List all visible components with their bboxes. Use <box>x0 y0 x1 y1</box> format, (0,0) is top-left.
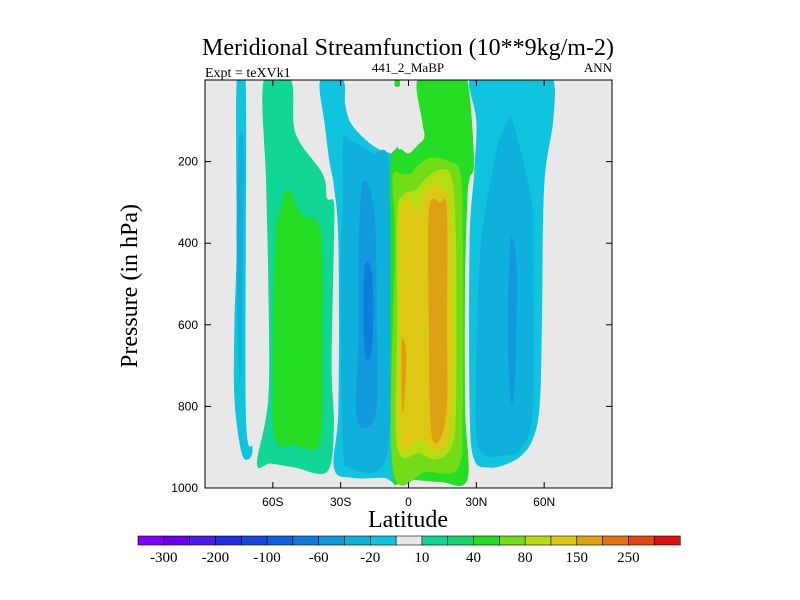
colorbar-box-12 <box>447 535 475 546</box>
colorbar-box-11 <box>421 535 449 546</box>
y-tick-label-1000: 1000 <box>171 481 198 495</box>
colorbar-label-10: 10 <box>414 550 429 566</box>
colorbar-box-0 <box>137 535 165 546</box>
x-tick-label-60N: 60N <box>533 495 555 509</box>
y-tick-label-600: 600 <box>178 318 198 332</box>
colorbar-box-4 <box>240 535 268 546</box>
colorbar-box-9 <box>369 535 397 546</box>
colorbar-box-10 <box>395 535 423 546</box>
colorbar-labels: -300 -200 -100 -60 -20 10 40 80 150 250 <box>150 550 640 566</box>
colorbar-box-2 <box>189 535 217 546</box>
y-tick-label-200: 200 <box>178 155 198 169</box>
contour-north-ferrel-core <box>475 114 534 457</box>
colorbar-box-16 <box>550 535 578 546</box>
colorbar-label-250: 250 <box>617 550 640 566</box>
colorbar-label--20: -20 <box>360 550 380 566</box>
colorbar-label-80: 80 <box>518 550 533 566</box>
experiment-label: Expt = teXVk1 <box>205 66 291 81</box>
plot-area: 60S 30S 0 30N 60N 200 400 600 800 1000 <box>171 79 613 509</box>
colorbar-box-19 <box>628 535 655 546</box>
y-axis-label: Pressure (in hPa) <box>117 204 143 368</box>
contour-north-ferrel-peak <box>508 237 517 404</box>
colorbar-label--60: -60 <box>309 550 329 566</box>
colorbar-box-15 <box>524 535 552 546</box>
colorbar-box-1 <box>163 535 191 546</box>
colorbar-label--100: -100 <box>253 550 281 566</box>
x-axis-label: Latitude <box>368 507 448 533</box>
colorbar-label-150: 150 <box>566 550 589 566</box>
contour-hadley-north-100b <box>401 338 407 412</box>
colorbar-box-20 <box>653 535 681 546</box>
x-tick-label-60S: 60S <box>262 495 283 509</box>
x-tick-label-0: 0 <box>405 495 412 509</box>
colorbar-box-14 <box>499 535 526 546</box>
colorbar-box-5 <box>266 535 294 546</box>
colorbar-box-18 <box>602 535 629 546</box>
chart-title: Meridional Streamfunction (10**9kg/m-2) <box>202 35 614 61</box>
colorbar-box-8 <box>344 535 371 546</box>
y-tick-label-400: 400 <box>178 236 198 250</box>
y-axis-ticks: 200 400 600 800 1000 <box>171 155 612 495</box>
colorbar-box-17 <box>576 535 604 546</box>
colorbar-box-7 <box>318 535 346 546</box>
contour-equator-top-sliver <box>394 80 401 87</box>
contour-south-ferrel-cell-inner <box>272 189 323 450</box>
y-tick-label-800: 800 <box>178 399 198 413</box>
x-axis-ticks: 60S 30S 0 30N 60N <box>262 80 555 509</box>
colorbar-label--300: -300 <box>150 550 178 566</box>
colorbar-label--200: -200 <box>202 550 230 566</box>
contour-hadley-north-100 <box>427 198 448 444</box>
colorbar-label-40: 40 <box>466 550 481 566</box>
contour-south-polar-cell-inner <box>236 130 244 384</box>
season-label: ANN <box>584 60 613 75</box>
contour-regions <box>233 80 555 487</box>
colorbar-box-6 <box>292 535 320 546</box>
x-tick-label-30N: 30N <box>465 495 487 509</box>
colorbar-box-13 <box>473 535 500 546</box>
contour-hadley-south-peak <box>363 261 374 361</box>
center-label: 441_2_MaBP <box>372 60 444 75</box>
colorbar <box>137 535 681 546</box>
colorbar-box-3 <box>215 535 242 546</box>
x-tick-label-30S: 30S <box>330 495 351 509</box>
